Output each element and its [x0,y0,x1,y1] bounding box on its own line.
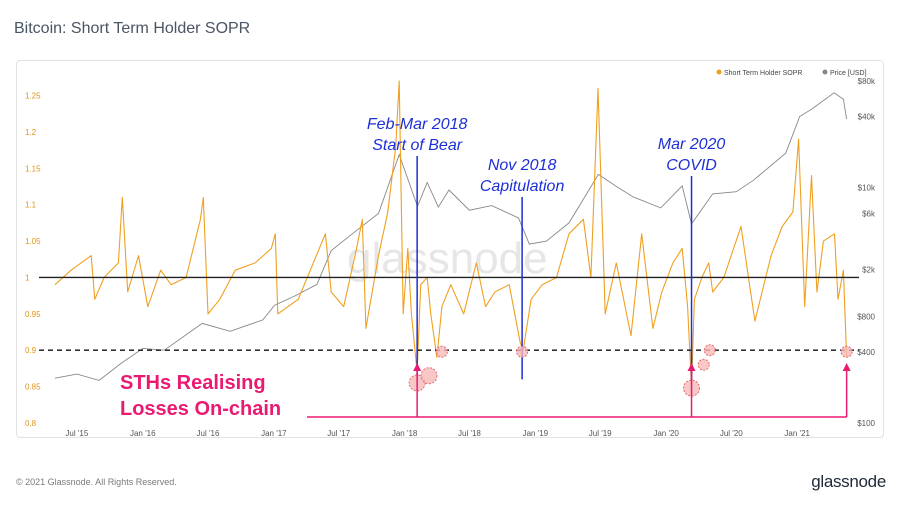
callout-subtitle: Losses On-chain [120,398,281,420]
chart-frame: glassnode Short Term Holder SOPR Price [US… [16,60,884,438]
legend-marker-price [822,69,828,75]
x-tick-label: Jan '18 [392,429,418,437]
y-right-tick-label: $6k [862,210,876,219]
page-title: Bitcoin: Short Term Holder SOPR [14,20,251,37]
annotation-subtitle: Capitulation [480,178,565,195]
loss-highlight-marker [697,358,710,371]
loss-highlight-marker [840,345,853,358]
y-left-tick-label: 0.8 [25,419,37,428]
watermark-text: glassnode [347,234,548,283]
callout-arrow-head [842,363,851,371]
x-tick-label: Jan '20 [653,429,679,437]
y-right-tick-label: $100 [857,419,875,428]
y-right-tick-label: $10k [858,183,876,192]
y-left-tick-label: 1.25 [25,92,41,101]
sopr-chart: glassnode Short Term Holder SOPR Price [US… [25,69,876,437]
x-tick-label: Jan '19 [523,429,549,437]
annotation-title: Feb-Mar 2018 [367,116,468,133]
loss-highlight-marker [420,367,438,385]
y-right-tick-label: $400 [857,348,875,357]
legend-label-sopr: Short Term Holder SOPR [724,70,802,77]
x-tick-label: Jul '17 [327,429,350,437]
price-series-line [54,92,848,381]
x-tick-label: Jan '17 [261,429,287,437]
legend-label-price: Price [USD] [830,70,867,77]
y-right-tick-label: $80k [858,77,876,86]
annotation-title: Nov 2018 [488,157,557,174]
loss-highlight-marker [435,345,448,358]
x-tick-label: Jul '15 [65,429,88,437]
loss-highlight-marker [516,345,529,358]
loss-highlight-marker [703,344,716,357]
y-left-tick-label: 0.95 [25,310,41,319]
x-tick-label: Jul '16 [197,429,220,437]
callout-arrow-head [687,363,696,371]
x-tick-label: Jul '19 [589,429,612,437]
x-tick-label: Jul '18 [458,429,481,437]
y-left-tick-label: 1.1 [25,201,37,210]
annotation-subtitle: Start of Bear [372,137,462,154]
sopr-series-line [54,80,848,388]
y-left-tick-label: 0.85 [25,383,41,392]
y-left-tick-label: 0.9 [25,346,37,355]
y-left-tick-label: 1.2 [25,128,37,137]
y-left-tick-label: 1.15 [25,164,41,173]
y-right-tick-label: $40k [858,112,876,121]
annotation-title: Mar 2020 [658,136,726,153]
legend-marker-sopr [716,69,722,75]
y-right-tick-label: $2k [862,266,876,275]
y-left-tick-label: 1.05 [25,237,41,246]
callout-title: STHs Realising [120,372,266,394]
footer-copyright: © 2021 Glassnode. All Rights Reserved. [16,477,177,487]
callout-arrow-head [413,363,422,371]
x-tick-label: Jul '20 [720,429,743,437]
footer-brand-logo[interactable]: glassnode [811,472,886,491]
x-tick-label: Jan '16 [130,429,156,437]
annotation-subtitle: COVID [666,157,717,174]
y-left-tick-label: 1 [25,273,30,282]
y-right-tick-label: $800 [857,313,875,322]
x-tick-label: Jan '21 [784,429,810,437]
